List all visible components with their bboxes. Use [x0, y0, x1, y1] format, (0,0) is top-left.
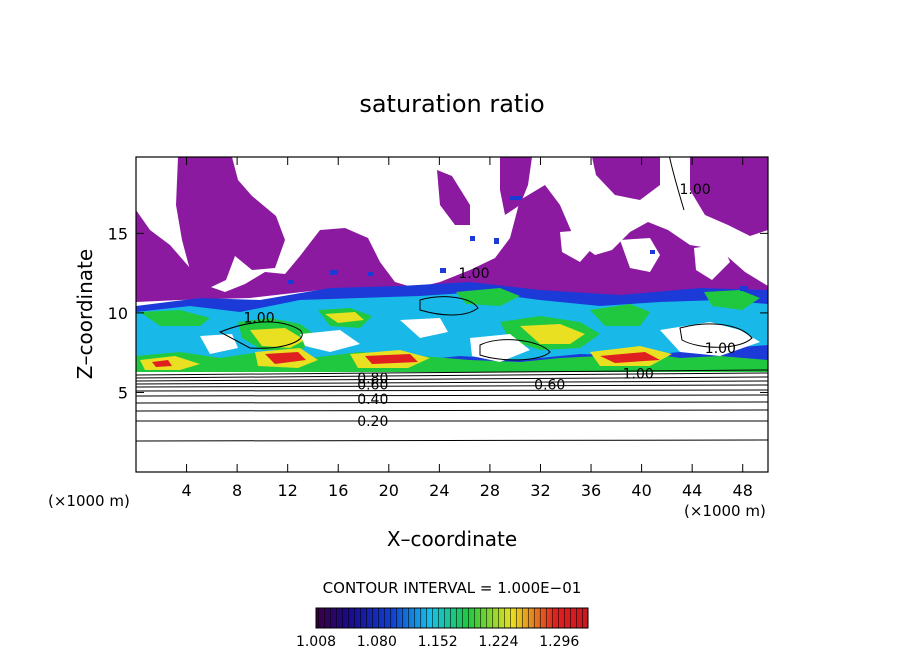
contour-interval-note: CONTOUR INTERVAL = 1.000E−01	[323, 579, 582, 597]
x-tick-label: 24	[429, 481, 449, 500]
x-tick-label: 4	[181, 481, 191, 500]
y-tick-label: 15	[108, 224, 128, 243]
colorbar-ticks: 1.008 1.080 1.152 1.224 1.296	[296, 634, 579, 650]
contour-label: 1.00	[705, 341, 736, 357]
scattered-cells	[288, 196, 748, 291]
plot-area: 0.200.400.600.80 0.601.001.001.001.001.00	[136, 157, 768, 472]
contour-label: 0.60	[534, 378, 565, 394]
colorbar-tick-label: 1.296	[539, 634, 579, 650]
y-axis-label: Z–coordinate	[73, 249, 97, 379]
contour-label: 0.20	[357, 414, 388, 430]
x-tick-label: 20	[379, 481, 399, 500]
plot-frame	[135, 156, 769, 473]
contour-label: 1.00	[243, 311, 274, 327]
chart-title: saturation ratio	[359, 90, 544, 118]
y-tick-label: 5	[118, 383, 128, 402]
contour-label: 1.00	[680, 182, 711, 198]
x-tick-label: 8	[232, 481, 242, 500]
dry-region-fill	[136, 157, 768, 305]
x-axis-label: X–coordinate	[387, 527, 517, 551]
colorbar-tick-label: 1.080	[357, 634, 397, 650]
x-unit-right: (×1000 m)	[684, 502, 766, 520]
x-tick-label: 48	[733, 481, 753, 500]
colorbar-tick-label: 1.008	[296, 634, 336, 650]
x-tick-label: 16	[328, 481, 348, 500]
colorbar-frame	[315, 607, 589, 629]
x-tick-label: 44	[682, 481, 702, 500]
contour-label: 0.80	[357, 371, 388, 387]
contour-label: 0.40	[357, 392, 388, 408]
x-tick-label: 36	[581, 481, 601, 500]
colorbar-bins	[316, 608, 588, 628]
y-tick-label: 10	[108, 304, 128, 323]
colorbar-tick-label: 1.224	[478, 634, 518, 650]
contour-label: 1.00	[623, 366, 654, 382]
colorbar: 1.008 1.080 1.152 1.224 1.296	[296, 607, 589, 650]
x-unit-left: (×1000 m)	[48, 492, 130, 510]
saturation-band	[136, 282, 768, 372]
contour-label: 0.60	[357, 378, 388, 394]
x-tick-label: 40	[631, 481, 651, 500]
contour-labels: 0.200.400.600.80 0.601.001.001.001.001.00	[243, 182, 736, 430]
x-tick-label: 12	[278, 481, 298, 500]
colorbar-tick-label: 1.152	[418, 634, 458, 650]
x-tick-label: 32	[530, 481, 550, 500]
x-tick-label: 28	[480, 481, 500, 500]
contour-label: 1.00	[458, 266, 489, 282]
